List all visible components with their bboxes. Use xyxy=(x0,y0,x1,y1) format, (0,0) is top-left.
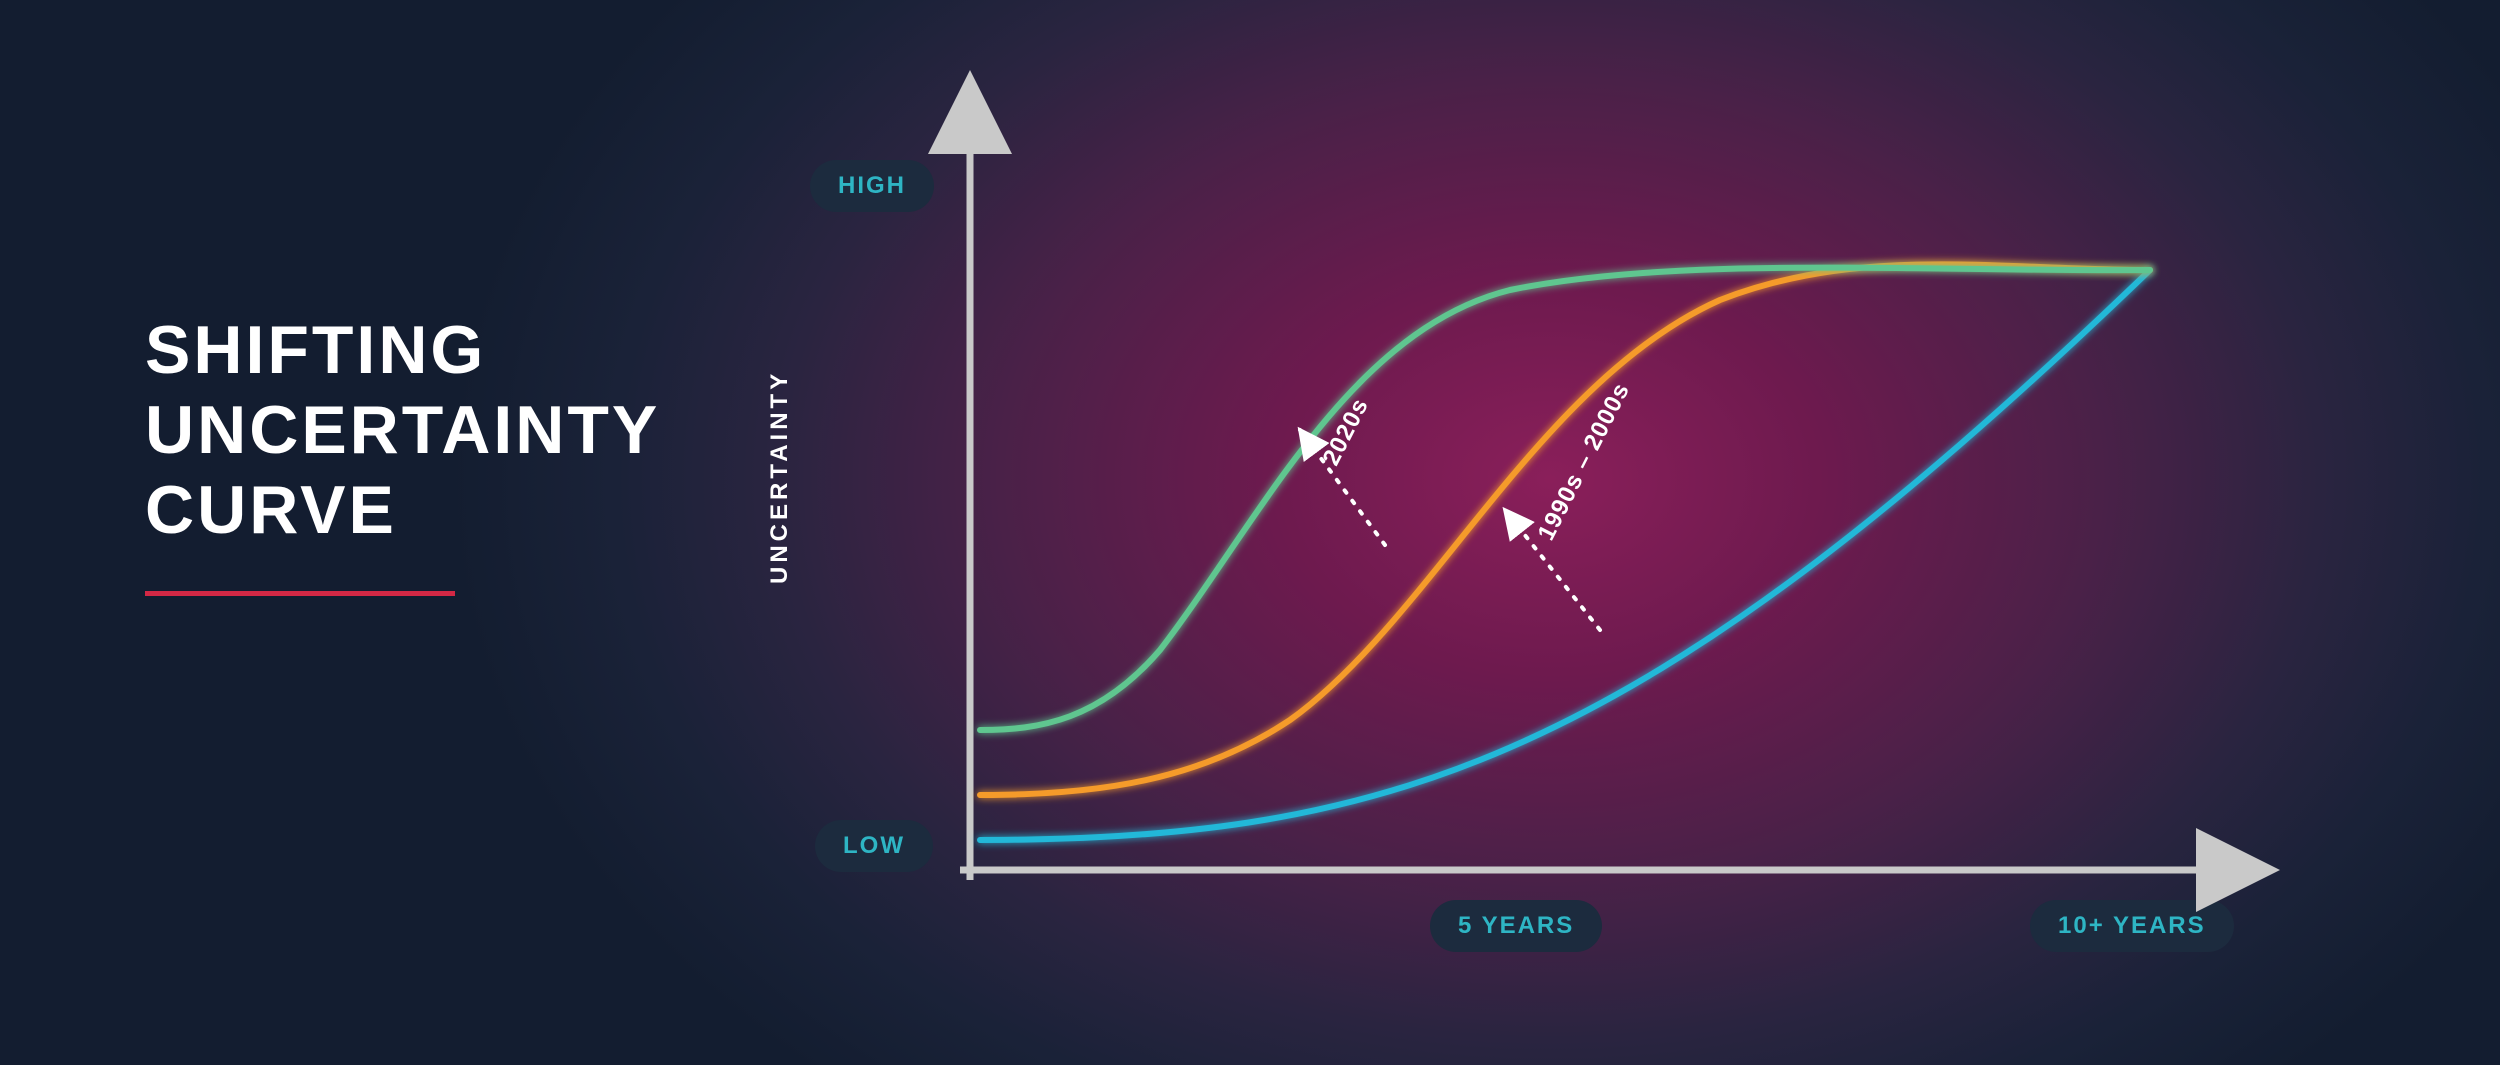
title-block: SHIFTING UNCERTAINTY CURVE xyxy=(145,310,660,596)
title-line-1: SHIFTING xyxy=(145,312,486,388)
y-axis-title: UNCERTAINTY xyxy=(766,384,794,584)
page-title: SHIFTING UNCERTAINTY CURVE xyxy=(145,310,660,551)
title-underline xyxy=(145,591,455,596)
curves-group xyxy=(980,264,2150,840)
axes xyxy=(960,140,2210,880)
chart-svg xyxy=(820,120,2320,970)
title-line-3: CURVE xyxy=(145,472,397,548)
curve-blue xyxy=(980,270,2150,840)
title-line-2: UNCERTAINTY xyxy=(145,392,660,468)
uncertainty-chart: UNCERTAINTY HIGH LOW 5 YEARS 10+ YEARS xyxy=(820,120,2320,970)
